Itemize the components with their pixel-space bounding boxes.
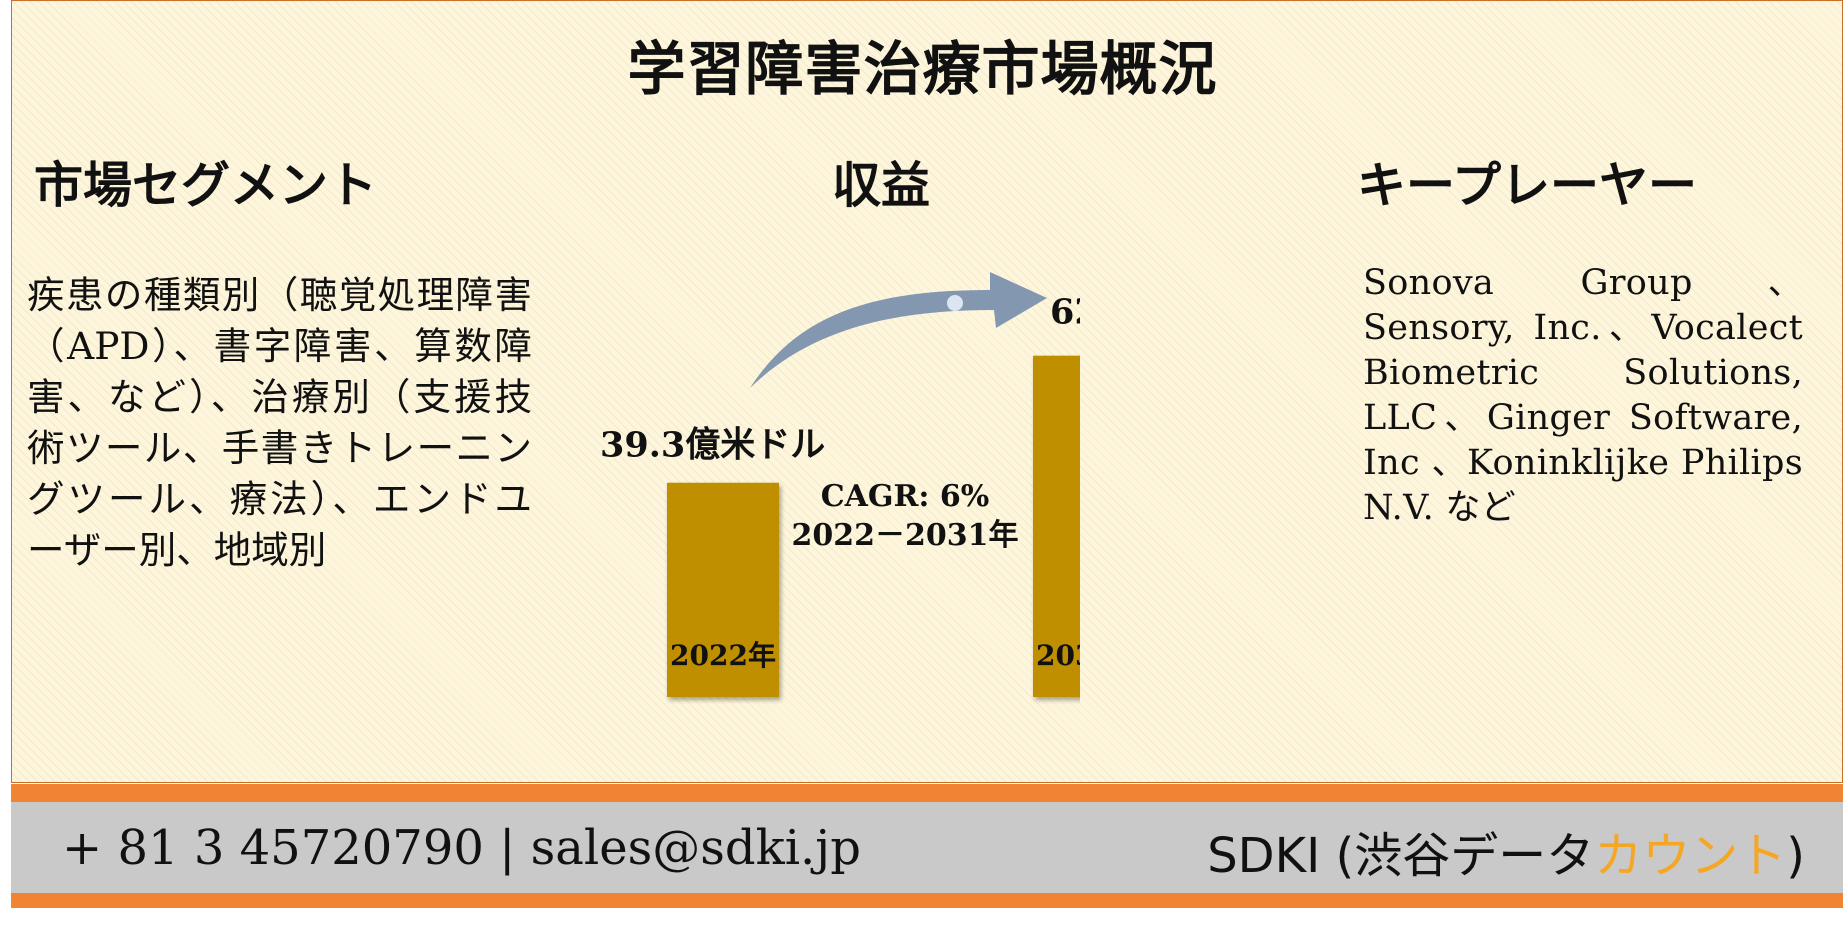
category-label-1: 2031年 xyxy=(1036,639,1080,672)
brand-name: SDKI (渋谷データカウント) xyxy=(1207,816,1805,886)
value-label-1: 62.6億米ドル xyxy=(1050,292,1080,333)
infographic-panel xyxy=(11,0,1843,783)
key-players-heading: キープレーヤー xyxy=(1357,156,1698,214)
revenue-chart: 2022年 2031年 39.3億米ドル 62.6億米ドル CAGR: 6% 2022－2… xyxy=(600,272,1080,697)
growth-arrow xyxy=(750,272,1047,388)
page-title: 学習障害治療市場概況 xyxy=(627,35,1218,103)
footer-bottom-band xyxy=(11,893,1843,908)
key-players-text: Sonova Group、Sensory, Inc.、Vocalect Biom… xyxy=(1363,263,1803,528)
bar-0 xyxy=(667,482,779,697)
brand-suffix: ) xyxy=(1786,828,1805,884)
revenue-heading: 収益 xyxy=(832,156,931,214)
value-label-0: 39.3億米ドル xyxy=(600,425,825,466)
segment-text: 疾患の種類別（聴覚処理障害（APD）、書字障害、算数障害、など）、治療別（支援技… xyxy=(27,273,532,572)
cagr-period-label: 2022－2031年 xyxy=(792,518,1019,553)
arrow-highlight-dot xyxy=(947,295,963,311)
brand-prefix: SDKI (渋谷データ xyxy=(1207,828,1595,884)
category-label-0: 2022年 xyxy=(670,639,776,672)
footer-bar xyxy=(11,802,1843,893)
contact-info: + 81 3 45720790 | sales@sdki.jp xyxy=(62,820,861,876)
brand-accent: カウント xyxy=(1594,828,1787,884)
bar-1 xyxy=(1033,355,1080,697)
segment-heading: 市場セグメント xyxy=(34,156,378,214)
footer-top-band xyxy=(11,784,1843,802)
cagr-label: CAGR: 6% xyxy=(821,479,990,514)
